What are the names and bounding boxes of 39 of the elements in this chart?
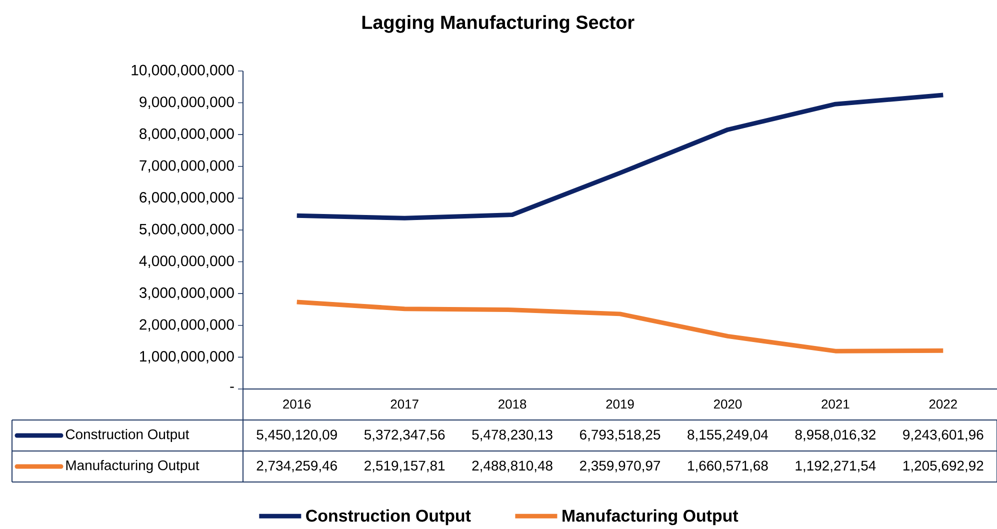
y-tick-label: 4,000,000,000 — [139, 256, 234, 268]
x-tick-label: 2022 — [929, 400, 957, 409]
data-label: 6,793,518,25 — [580, 430, 660, 442]
y-tick-label: 9,000,000,000 — [140, 96, 234, 109]
data-label: 5,372,347,56 — [364, 430, 445, 442]
data-label: 5,478,230,13 — [472, 430, 552, 442]
x-tick-label: 2019 — [606, 400, 634, 409]
x-tick-label: 2020 — [714, 400, 742, 409]
data-label: 2,359,970,97 — [580, 460, 660, 472]
data-label: 8,958,016,32 — [795, 430, 876, 442]
data-label: 2,488,810,48 — [472, 460, 552, 472]
y-tick-label: 8,000,000,000 — [140, 128, 234, 141]
y-tick-label: 2,000,000,000 — [140, 319, 234, 332]
legend-label: Construction Output — [66, 428, 190, 442]
y-tick-label: 6,000,000,000 — [140, 192, 234, 204]
legend-label: Manufacturing Output — [66, 460, 200, 473]
text: Construction Output — [306, 509, 471, 526]
data-label: 1,660,571,68 — [688, 460, 768, 472]
data-label: 9,243,601,96 — [903, 430, 984, 442]
y-tick-label: 5,000,000,000 — [140, 224, 234, 236]
data-label: 1,192,271,54 — [796, 460, 876, 472]
y-tick-label: 10,000,000,000 — [132, 64, 234, 78]
data-label: 2,519,157,81 — [364, 460, 445, 472]
data-label: 2,734,259,46 — [256, 460, 337, 472]
x-tick-label: 2016 — [283, 400, 311, 409]
data-label: 8,155,249,04 — [688, 430, 768, 442]
line-series — [294, 300, 946, 354]
y-tick-label: 1,000,000,000 — [140, 351, 234, 364]
data-label: 5,450,120,09 — [256, 430, 337, 442]
x-tick-label: 2018 — [498, 400, 526, 409]
chart-title: Lagging Manufacturing Sector — [362, 15, 634, 33]
x-tick-label: 2021 — [822, 400, 850, 409]
line-series — [294, 92, 946, 220]
data-label: 1,205,692,92 — [903, 460, 984, 472]
y-tick-label: 3,000,000,000 — [139, 287, 234, 300]
x-tick-label: 2017 — [390, 400, 418, 409]
text: Manufacturing Output — [562, 509, 738, 526]
y-tick-label: 7,000,000,000 — [140, 160, 234, 173]
y-tick-label: - — [230, 386, 234, 388]
